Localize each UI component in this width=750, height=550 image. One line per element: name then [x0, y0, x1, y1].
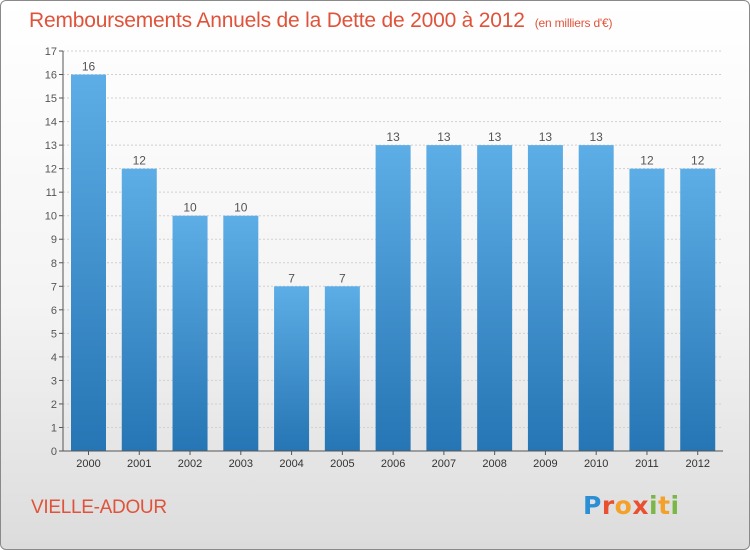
x-tick-label: 2004	[279, 458, 303, 470]
bar	[121, 168, 157, 451]
x-tick-label: 2007	[432, 458, 456, 470]
logo-letter: i	[649, 491, 659, 520]
bar	[172, 215, 208, 451]
y-tick-label: 6	[51, 305, 57, 317]
chart-title-unit: (en milliers d'€)	[534, 16, 613, 30]
x-tick-label: 2006	[381, 458, 405, 470]
data-label: 13	[539, 130, 553, 144]
bar	[324, 286, 360, 451]
data-label: 13	[488, 130, 502, 144]
proxiti-logo: Proxiti	[583, 491, 680, 520]
data-label: 13	[590, 130, 604, 144]
x-tick-label: 2000	[76, 458, 100, 470]
data-label: 12	[691, 154, 705, 168]
logo-letter: t	[658, 491, 671, 520]
y-tick-label: 2	[51, 399, 57, 411]
chart-title-main: Remboursements Annuels de la Dette de 20…	[29, 9, 525, 32]
data-label: 12	[133, 154, 147, 168]
y-tick-label: 4	[51, 352, 57, 364]
y-tick-label: 0	[51, 446, 57, 458]
data-label: 13	[386, 130, 400, 144]
x-tick-label: 2012	[685, 458, 709, 470]
y-tick-label: 17	[45, 46, 57, 58]
bar	[274, 286, 310, 451]
data-label: 13	[437, 130, 451, 144]
y-tick-label: 9	[51, 234, 57, 246]
y-tick-label: 12	[45, 164, 57, 176]
y-tick-label: 13	[45, 140, 57, 152]
x-tick-label: 2002	[178, 458, 202, 470]
data-label: 10	[183, 201, 197, 215]
y-tick-label: 7	[51, 281, 57, 293]
chart-title: Remboursements Annuels de la Dette de 20…	[29, 9, 612, 33]
bar	[578, 145, 614, 451]
x-tick-label: 2003	[229, 458, 253, 470]
logo-letter: P	[583, 491, 602, 520]
data-label: 16	[82, 60, 96, 74]
x-tick-label: 2001	[127, 458, 151, 470]
x-tick-label: 2008	[482, 458, 506, 470]
data-label: 7	[288, 271, 295, 285]
y-tick-label: 10	[45, 211, 57, 223]
bar	[629, 168, 665, 451]
logo-letter: r	[601, 491, 615, 520]
y-tick-label: 5	[51, 328, 57, 340]
y-tick-label: 16	[45, 70, 57, 82]
x-tick-label: 2011	[635, 458, 659, 470]
y-tick-label: 14	[45, 117, 57, 129]
bar	[375, 145, 411, 451]
x-tick-label: 2009	[533, 458, 557, 470]
data-label: 7	[339, 271, 346, 285]
logo-letter: x	[632, 491, 649, 520]
commune-name: VIELLE-ADOUR	[31, 497, 167, 518]
logo-letter: o	[614, 491, 633, 520]
y-tick-label: 8	[51, 258, 57, 270]
bar	[426, 145, 462, 451]
logo-letter: i	[670, 491, 680, 520]
bar	[71, 74, 106, 451]
x-tick-label: 2005	[330, 458, 354, 470]
x-tick-label: 2010	[584, 458, 608, 470]
y-tick-label: 11	[46, 187, 57, 199]
y-tick-label: 1	[51, 422, 57, 434]
data-label: 10	[234, 201, 248, 215]
y-tick-label: 15	[45, 93, 57, 105]
bar	[477, 145, 513, 451]
data-label: 12	[640, 154, 654, 168]
bar	[223, 215, 259, 451]
bar	[680, 168, 716, 451]
y-tick-label: 3	[51, 375, 57, 387]
bar	[527, 145, 563, 451]
